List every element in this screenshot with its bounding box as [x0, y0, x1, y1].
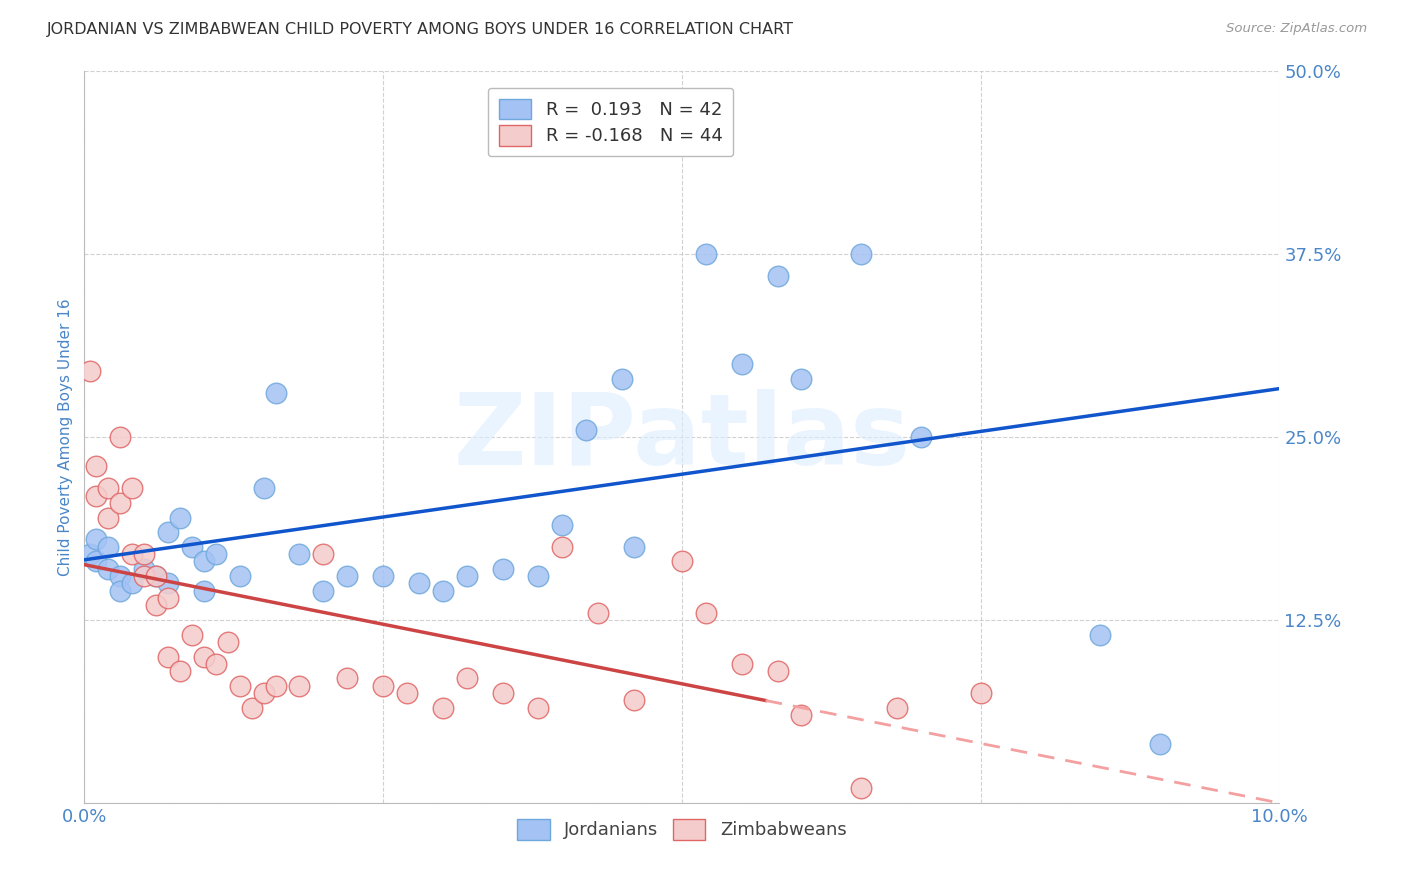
Point [205, 547, 228, 561]
Point [373, 569, 395, 583]
Point [121, 481, 143, 495]
Point [551, 517, 574, 532]
Text: Source: ZipAtlas.com: Source: ZipAtlas.com [1226, 22, 1367, 36]
Point [97, 510, 120, 524]
Point [790, 708, 813, 723]
Point [695, 247, 717, 261]
Point [145, 569, 167, 583]
Point [731, 657, 754, 671]
Point [1090, 627, 1112, 641]
Point [312, 547, 335, 561]
Point [288, 679, 311, 693]
Point [492, 686, 515, 700]
Point [145, 569, 167, 583]
Point [336, 672, 359, 686]
Point [456, 672, 478, 686]
Point [527, 569, 550, 583]
Point [456, 569, 478, 583]
Point [264, 679, 287, 693]
Point [492, 562, 515, 576]
Y-axis label: Child Poverty Among Boys Under 16: Child Poverty Among Boys Under 16 [58, 298, 73, 576]
Point [527, 700, 550, 714]
Point [623, 540, 645, 554]
Point [695, 606, 717, 620]
Point [886, 700, 908, 714]
Point [731, 357, 754, 371]
Point [132, 569, 156, 583]
Point [121, 547, 143, 561]
Point [551, 540, 574, 554]
Point [193, 583, 215, 598]
Point [157, 576, 180, 591]
Point [264, 386, 287, 401]
Point [132, 547, 156, 561]
Point [612, 371, 634, 385]
Point [228, 679, 252, 693]
Point [86, 533, 108, 547]
Point [110, 430, 132, 444]
Point [373, 679, 395, 693]
Point [97, 562, 120, 576]
Point [575, 423, 598, 437]
Point [336, 569, 359, 583]
Point [157, 591, 180, 605]
Point [132, 562, 156, 576]
Point [851, 781, 873, 796]
Point [110, 583, 132, 598]
Point [110, 496, 132, 510]
Point [110, 569, 132, 583]
Point [671, 554, 693, 568]
Point [121, 576, 143, 591]
Point [671, 130, 693, 145]
Point [79, 364, 101, 378]
Point [766, 269, 789, 284]
Point [623, 693, 645, 707]
Point [240, 700, 263, 714]
Point [97, 481, 120, 495]
Point [790, 371, 813, 385]
Point [157, 525, 180, 540]
Point [970, 686, 993, 700]
Point [205, 657, 228, 671]
Point [766, 664, 789, 678]
Point [86, 554, 108, 568]
Point [157, 649, 180, 664]
Point [86, 459, 108, 474]
Point [253, 686, 276, 700]
Point [910, 430, 932, 444]
Point [312, 583, 335, 598]
Point [79, 547, 101, 561]
Point [288, 547, 311, 561]
Text: ZIPatlas: ZIPatlas [454, 389, 910, 485]
Point [588, 606, 610, 620]
Point [217, 635, 239, 649]
Point [253, 481, 276, 495]
Text: JORDANIAN VS ZIMBABWEAN CHILD POVERTY AMONG BOYS UNDER 16 CORRELATION CHART: JORDANIAN VS ZIMBABWEAN CHILD POVERTY AM… [46, 22, 793, 37]
Point [169, 664, 191, 678]
Point [408, 576, 430, 591]
Point [432, 583, 454, 598]
Legend: Jordanians, Zimbabweans: Jordanians, Zimbabweans [508, 810, 856, 848]
Point [851, 247, 873, 261]
Point [169, 510, 191, 524]
Point [86, 489, 108, 503]
Point [396, 686, 419, 700]
Point [193, 649, 215, 664]
Point [193, 554, 215, 568]
Point [181, 540, 204, 554]
Point [97, 540, 120, 554]
Point [1149, 737, 1171, 751]
Point [181, 627, 204, 641]
Point [228, 569, 252, 583]
Point [145, 599, 167, 613]
Point [432, 700, 454, 714]
